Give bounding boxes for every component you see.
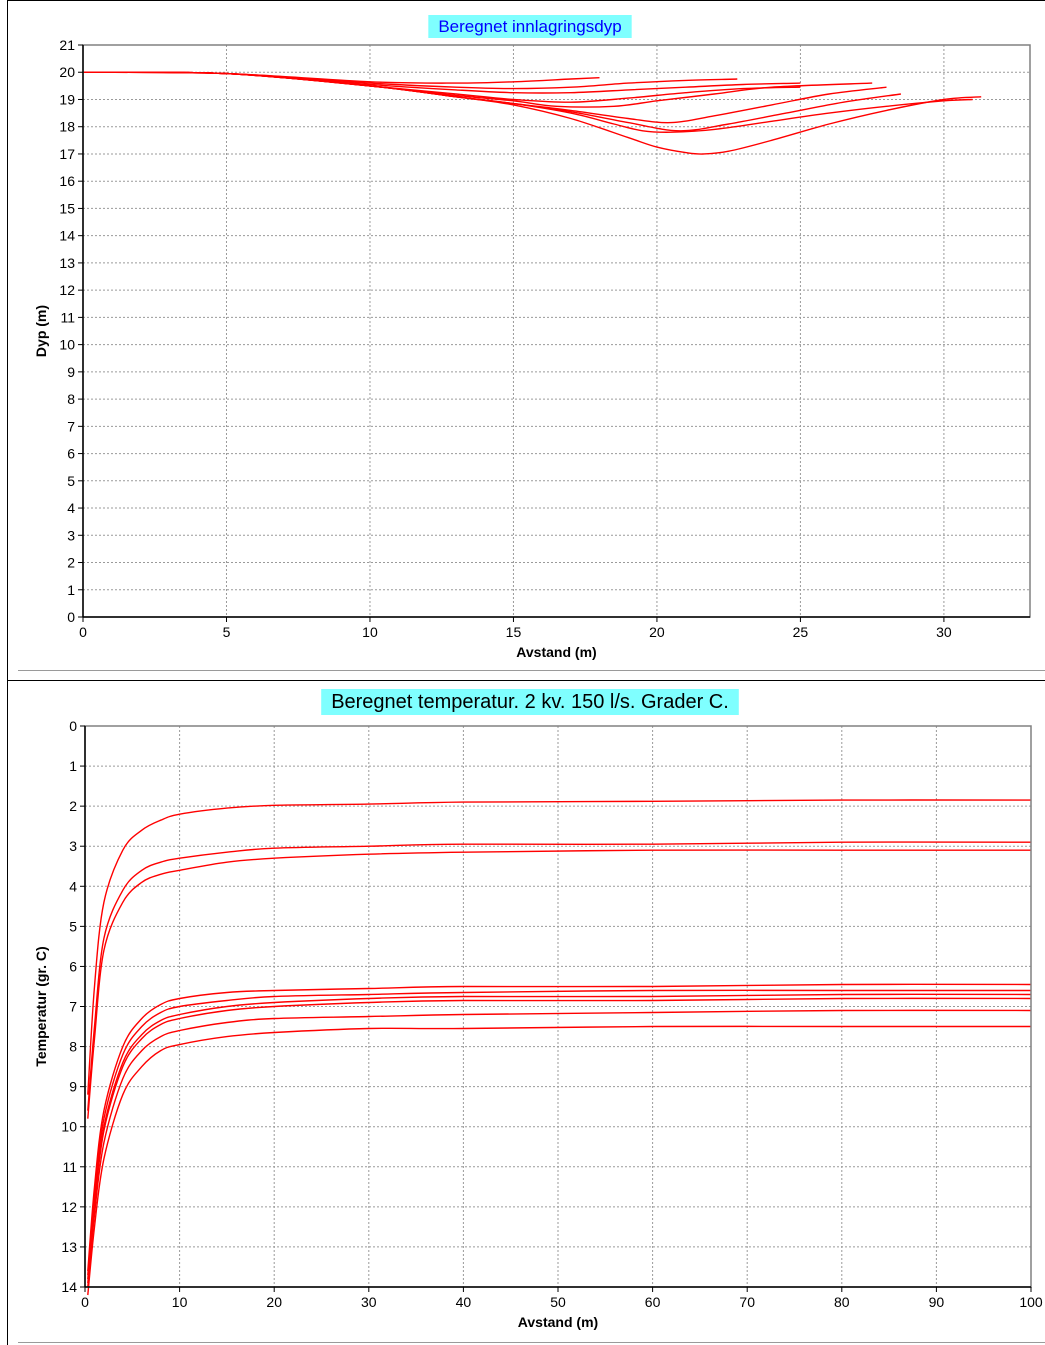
y-tick-label: 7 bbox=[69, 999, 77, 1015]
series-line-3 bbox=[87, 997, 1032, 1284]
chart-title: Beregnet innlagringsdyp bbox=[438, 17, 621, 36]
x-tick-label: 40 bbox=[456, 1294, 472, 1310]
plot-area bbox=[83, 45, 1030, 617]
y-tick-label: 5 bbox=[67, 473, 75, 489]
x-tick-label: 30 bbox=[936, 624, 952, 640]
y-tick-label: 9 bbox=[69, 1079, 77, 1095]
x-tick-label: 5 bbox=[223, 624, 231, 640]
series-line-4 bbox=[87, 993, 1032, 1280]
x-tick-label: 70 bbox=[739, 1294, 755, 1310]
y-tick-label: 1 bbox=[67, 582, 75, 598]
y-tick-label: 0 bbox=[67, 609, 75, 625]
y-tick-label: 12 bbox=[59, 282, 75, 298]
y-tick-label: 8 bbox=[67, 391, 75, 407]
y-tick-label: 8 bbox=[69, 1039, 77, 1055]
series-line-5 bbox=[87, 989, 1031, 1276]
y-tick-label: 0 bbox=[69, 718, 77, 734]
y-axis-title: Dyp (m) bbox=[33, 305, 49, 357]
y-tick-label: 19 bbox=[59, 91, 75, 107]
panel-separator bbox=[7, 680, 1045, 681]
y-tick-label: 4 bbox=[69, 878, 77, 894]
frame-top-border bbox=[7, 0, 1045, 1]
x-tick-label: 50 bbox=[550, 1294, 566, 1310]
x-tick-label: 10 bbox=[362, 624, 378, 640]
y-tick-label: 12 bbox=[61, 1199, 77, 1215]
chart-title-background bbox=[321, 689, 739, 715]
x-tick-label: 15 bbox=[506, 624, 522, 640]
y-tick-label: 7 bbox=[67, 418, 75, 434]
x-tick-label: 0 bbox=[81, 1294, 89, 1310]
series-line-9 bbox=[82, 71, 600, 84]
x-tick-label: 30 bbox=[361, 1294, 377, 1310]
y-tick-label: 14 bbox=[59, 228, 75, 244]
y-tick-label: 20 bbox=[59, 64, 75, 80]
y-tick-label: 4 bbox=[67, 500, 75, 516]
y-tick-label: 14 bbox=[61, 1279, 77, 1295]
y-tick-label: 10 bbox=[59, 337, 75, 353]
y-tick-label: 1 bbox=[69, 758, 77, 774]
y-tick-label: 6 bbox=[69, 958, 77, 974]
x-tick-label: 100 bbox=[1019, 1294, 1043, 1310]
y-tick-label: 15 bbox=[59, 200, 75, 216]
x-axis-title: Avstand (m) bbox=[518, 1314, 598, 1330]
y-tick-label: 13 bbox=[61, 1239, 77, 1255]
y-tick-label: 2 bbox=[69, 798, 77, 814]
y-tick-label: 3 bbox=[69, 838, 77, 854]
y-tick-label: 9 bbox=[67, 364, 75, 380]
y-axis-title: Temperatur (gr. C) bbox=[33, 946, 49, 1066]
depth-chart: 0 5 10 15 20 25 300123456789101112131415161718… bbox=[33, 15, 1031, 660]
frame-left-border bbox=[7, 0, 8, 1345]
x-tick-label: 80 bbox=[834, 1294, 850, 1310]
chart-title: Beregnet temperatur. 2 kv. 150 l/s. Grad… bbox=[331, 691, 729, 713]
y-tick-label: 10 bbox=[61, 1119, 77, 1135]
x-tick-label: 20 bbox=[649, 624, 665, 640]
series-line-2 bbox=[87, 1009, 1032, 1288]
series-line-9 bbox=[87, 799, 1032, 1095]
series-line-1 bbox=[87, 1025, 1031, 1296]
temperature-chart: 0 10 20 30 40 50 60 70 80 90 100012345678910111213… bbox=[33, 689, 1043, 1330]
y-tick-label: 17 bbox=[59, 146, 75, 162]
series-line-6 bbox=[87, 983, 1032, 1272]
chart-title-background bbox=[428, 15, 632, 38]
bottom-rule bbox=[18, 1342, 1045, 1343]
x-tick-label: 90 bbox=[929, 1294, 945, 1310]
y-tick-label: 11 bbox=[62, 1159, 77, 1175]
y-tick-label: 18 bbox=[59, 119, 75, 135]
x-tick-label: 60 bbox=[645, 1294, 661, 1310]
y-tick-label: 16 bbox=[59, 173, 75, 189]
panel-divider-rule bbox=[18, 670, 1045, 671]
x-axis-title: Avstand (m) bbox=[516, 644, 596, 660]
y-tick-label: 2 bbox=[67, 555, 75, 571]
x-tick-label: 10 bbox=[172, 1294, 188, 1310]
series-line-8 bbox=[87, 841, 1032, 1111]
x-tick-label: 0 bbox=[79, 624, 87, 640]
y-tick-label: 3 bbox=[67, 527, 75, 543]
y-tick-label: 6 bbox=[67, 446, 75, 462]
y-tick-label: 21 bbox=[59, 37, 75, 53]
y-tick-label: 13 bbox=[59, 255, 75, 271]
series-line-7 bbox=[87, 849, 1031, 1119]
y-tick-label: 5 bbox=[69, 918, 77, 934]
y-tick-label: 11 bbox=[60, 309, 75, 325]
x-tick-label: 25 bbox=[793, 624, 809, 640]
x-tick-label: 20 bbox=[266, 1294, 282, 1310]
